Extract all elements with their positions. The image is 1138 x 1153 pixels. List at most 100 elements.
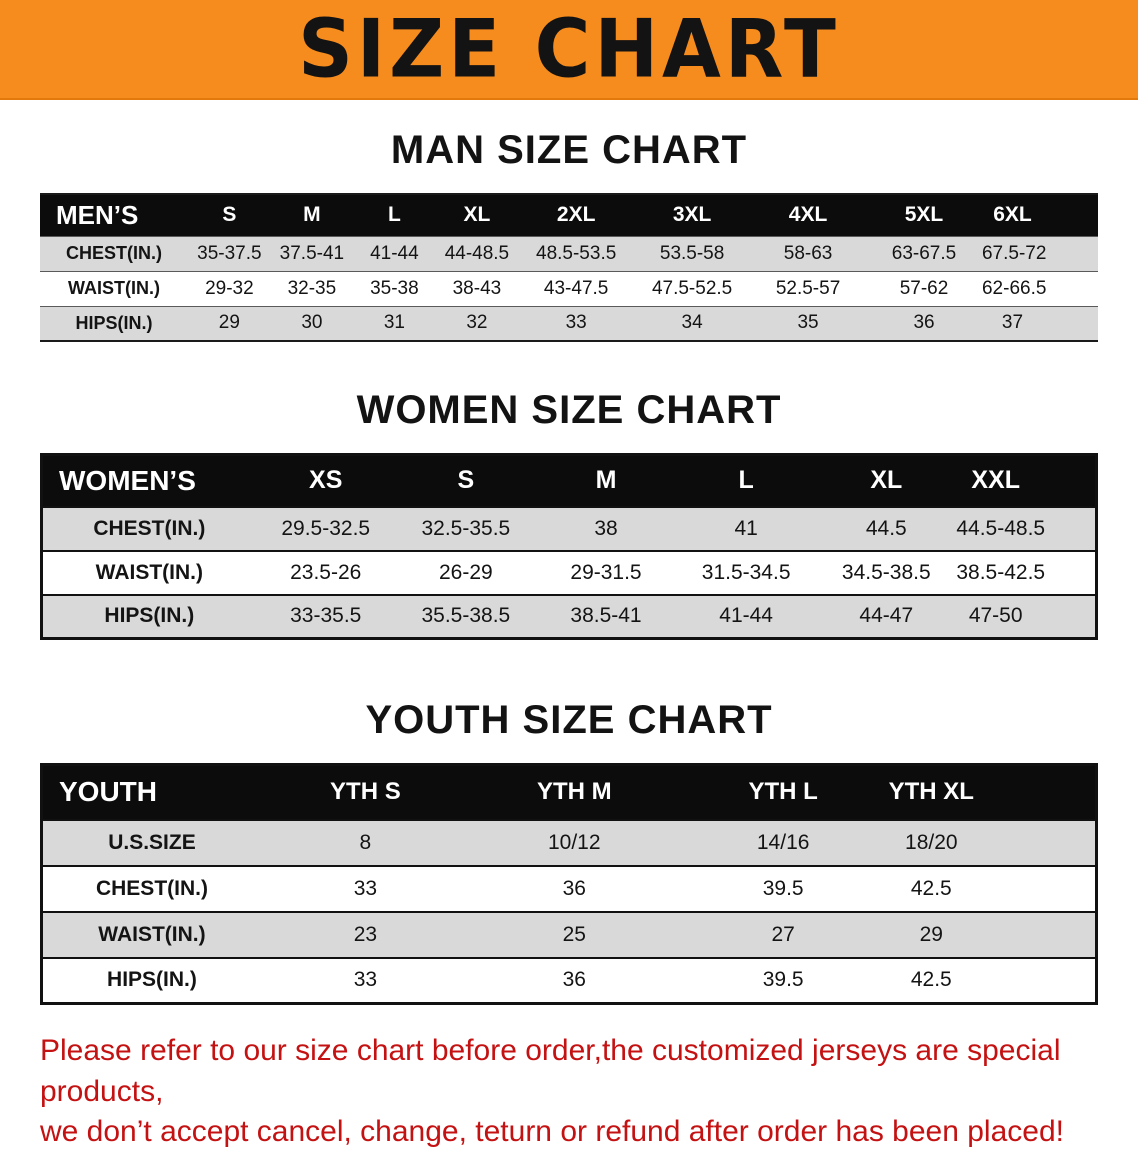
value-cell: 34.5-38.5 xyxy=(816,549,957,595)
value-cell: 35-38 xyxy=(353,270,436,306)
value-cell: 37 xyxy=(981,305,1098,341)
row-label-cell: HIPS(IN.) xyxy=(41,593,256,639)
row-label-cell: CHEST(IN.) xyxy=(41,505,256,551)
size-column-header: YTH S xyxy=(260,764,470,820)
measurement-row: WAIST(IN.) 23.5-26 26-29 29-31.5 31.5-34.5 34… xyxy=(41,549,1097,595)
value-cell: 26-29 xyxy=(395,549,536,595)
size-column-header: L xyxy=(676,454,817,507)
size-column-header: YTH XL xyxy=(887,764,1097,820)
men-section-heading: MAN SIZE CHART xyxy=(390,128,748,172)
measurement-row: HIPS(IN.) 29 30 31 32 33 34 35 36 37 xyxy=(40,305,1098,341)
value-cell: 25 xyxy=(469,910,679,958)
measurement-row: CHEST(IN.) 33 36 39.5 42.5 xyxy=(41,864,1097,912)
value-cell: 39.5 xyxy=(678,864,888,912)
page-title: SIZE CHART xyxy=(298,1,840,96)
measurement-row: CHEST(IN.) 35-37.5 37.5-41 41-44 44-48.5 48.5… xyxy=(40,235,1098,271)
value-cell: 38-43 xyxy=(435,270,519,306)
value-cell: 35 xyxy=(750,305,867,341)
size-column-header: S xyxy=(188,194,271,236)
women-section: WOMEN SIZE CHART WOMEN’S XS S M L XL XXL CHEST(… xyxy=(0,388,1138,640)
value-cell: 10/12 xyxy=(469,818,679,866)
size-column-header: S xyxy=(395,454,536,507)
measurement-row: WAIST(IN.) 29-32 32-35 35-38 38-43 43-47.5 47.… xyxy=(40,270,1098,306)
table-header-row: WOMEN’S XS S M L XL XXL xyxy=(41,454,1097,507)
youth-section: YOUTH SIZE CHART YOUTH YTH S YTH M YTH L YTH… xyxy=(0,698,1138,1005)
value-cell: 29-31.5 xyxy=(535,549,677,595)
value-cell: 35.5-38.5 xyxy=(395,593,536,639)
value-cell: 32.5-35.5 xyxy=(395,505,536,551)
value-cell: 42.5 xyxy=(887,956,1097,1004)
value-cell: 58-63 xyxy=(750,235,867,271)
disclaimer-line-1: Please refer to our size chart before or… xyxy=(40,1034,1061,1108)
women-size-table: WOMEN’S XS S M L XL XXL CHEST(IN.) 29.5-32.5 32.5… xyxy=(40,453,1098,640)
row-label-cell: CHEST(IN.) xyxy=(40,235,189,271)
value-cell: 63-67.5 xyxy=(866,235,982,271)
value-cell: 44.5 xyxy=(816,505,957,551)
youth-section-heading: YOUTH SIZE CHART xyxy=(365,698,773,742)
value-cell: 30 xyxy=(270,305,354,341)
value-cell: 36 xyxy=(469,956,679,1004)
table-header-row: YOUTH YTH S YTH M YTH L YTH XL xyxy=(41,764,1097,820)
value-cell: 42.5 xyxy=(887,864,1097,912)
size-column-header: XL xyxy=(816,454,957,507)
size-column-header: 6XL xyxy=(981,194,1098,236)
row-label-cell: WAIST(IN.) xyxy=(41,910,261,958)
value-cell: 62-66.5 xyxy=(981,270,1098,306)
value-cell: 23 xyxy=(260,910,470,958)
size-column-header: L xyxy=(353,194,436,236)
women-section-heading: WOMEN SIZE CHART xyxy=(356,388,782,432)
value-cell: 57-62 xyxy=(866,270,982,306)
value-cell: 41-44 xyxy=(353,235,436,271)
value-cell: 18/20 xyxy=(887,818,1097,866)
size-column-header: 3XL xyxy=(634,194,751,236)
value-cell: 14/16 xyxy=(678,818,888,866)
value-cell: 29.5-32.5 xyxy=(255,505,396,551)
value-cell: 41 xyxy=(676,505,817,551)
row-label-cell: HIPS(IN.) xyxy=(41,956,261,1004)
table-header-row: MEN’S S M L XL 2XL 3XL 4XL 5XL 6XL xyxy=(40,194,1098,236)
value-cell: 32 xyxy=(435,305,519,341)
value-cell: 27 xyxy=(678,910,888,958)
value-cell: 44-47 xyxy=(816,593,957,639)
row-label-cell: CHEST(IN.) xyxy=(41,864,261,912)
value-cell: 38 xyxy=(535,505,677,551)
value-cell: 53.5-58 xyxy=(634,235,751,271)
size-column-header: M xyxy=(270,194,354,236)
value-cell: 31 xyxy=(353,305,436,341)
value-cell: 33 xyxy=(260,864,470,912)
value-cell: 33-35.5 xyxy=(255,593,396,639)
measurement-row: WAIST(IN.) 23 25 27 29 xyxy=(41,910,1097,958)
men-size-table: MEN’S S M L XL 2XL 3XL 4XL 5XL 6XL CHEST(IN.) 35-37… xyxy=(40,193,1098,342)
size-column-header: YTH M xyxy=(469,764,679,820)
value-cell: 48.5-53.5 xyxy=(518,235,635,271)
row-label-cell: WAIST(IN.) xyxy=(40,270,189,306)
measurement-row: HIPS(IN.) 33-35.5 35.5-38.5 38.5-41 41-44 44-… xyxy=(41,593,1097,639)
measurement-row: HIPS(IN.) 33 36 39.5 42.5 xyxy=(41,956,1097,1004)
size-column-header: 2XL xyxy=(518,194,635,236)
youth-size-table: YOUTH YTH S YTH M YTH L YTH XL U.S.SIZE 8 10/12… xyxy=(40,763,1098,1005)
value-cell: 33 xyxy=(260,956,470,1004)
row-label-cell: HIPS(IN.) xyxy=(40,305,189,341)
size-column-header: M xyxy=(535,454,677,507)
size-column-header: YTH L xyxy=(678,764,888,820)
value-cell: 36 xyxy=(866,305,982,341)
banner: SIZE CHART xyxy=(0,0,1138,100)
value-cell: 35-37.5 xyxy=(188,235,271,271)
value-cell: 38.5-42.5 xyxy=(956,549,1097,595)
size-column-header: 4XL xyxy=(750,194,867,236)
size-column-header: XS xyxy=(255,454,396,507)
value-cell: 52.5-57 xyxy=(750,270,867,306)
value-cell: 47.5-52.5 xyxy=(634,270,751,306)
disclaimer-note: Please refer to our size chart before or… xyxy=(40,1031,1098,1153)
value-cell: 41-44 xyxy=(676,593,817,639)
men-section: MAN SIZE CHART MEN’S S M L XL 2XL 3XL 4XL 5XL 6XL… xyxy=(0,128,1138,342)
value-cell: 39.5 xyxy=(678,956,888,1004)
disclaimer-line-2: we don’t accept cancel, change, teturn o… xyxy=(40,1115,1064,1148)
value-cell: 38.5-41 xyxy=(535,593,677,639)
value-cell: 29 xyxy=(887,910,1097,958)
row-label-cell: WAIST(IN.) xyxy=(41,549,256,595)
value-cell: 44.5-48.5 xyxy=(956,505,1097,551)
value-cell: 37.5-41 xyxy=(270,235,354,271)
value-cell: 8 xyxy=(260,818,470,866)
